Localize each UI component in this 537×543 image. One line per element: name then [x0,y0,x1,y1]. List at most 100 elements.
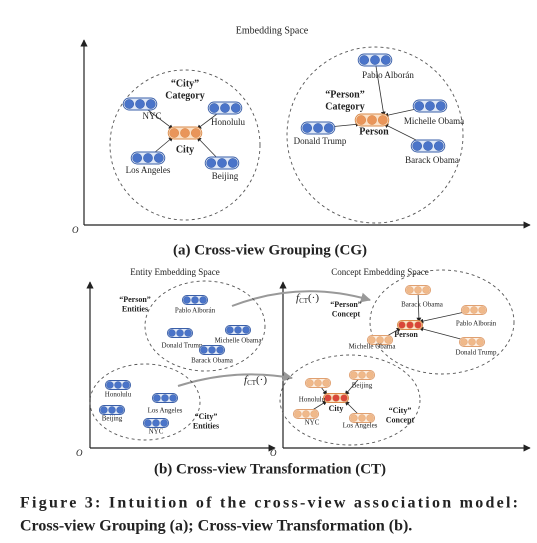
group-label: “Person” [119,295,151,304]
group-boundary [144,280,266,372]
panel-caption: (b) Cross-view Transformation (CT) [154,461,386,477]
group-boundary [279,354,421,446]
icon-dot [153,153,164,163]
embedding-icon [366,335,394,345]
icon-dot [406,286,414,294]
icon-dot [132,153,143,163]
embedding-icon [348,413,376,423]
icon-dot [227,158,238,168]
icon-dot [478,306,486,314]
icon-dot [425,101,435,111]
embedding-icon [412,99,448,113]
transform-arrow [231,290,371,307]
group-label: “City” [195,412,218,421]
center-label: Person [394,330,418,339]
icon-dot [470,306,478,314]
group-label: Concept [332,309,361,318]
function-name: f [244,374,249,386]
icon-dot [414,286,422,294]
group-label: Concept [386,415,415,424]
embedding-icon [322,393,350,403]
entity-label: NYC [142,111,161,121]
icon-dot [294,410,302,418]
icon-dot [377,115,388,125]
icon-dot [184,329,192,337]
icon-dot [114,381,122,389]
icon-dot [206,158,217,168]
center-label: City [329,404,344,413]
icon-dot [358,371,366,379]
icon-dot [161,394,169,402]
icon-dot [143,153,153,163]
center-label: City [176,144,194,155]
icon-dot [414,101,425,111]
entity-label: Pablo Alborán [175,307,216,315]
icon-dot [216,346,224,354]
embedding-icon [357,53,393,67]
entity-label: Beijing [102,415,123,423]
icon-dot [152,419,160,427]
figure-caption: Cross-view Grouping (a); Cross-view Tran… [20,518,412,535]
entity-label: Los Angeles [148,407,183,415]
embedding-icon [458,337,486,347]
icon-dot [368,336,376,344]
group-label: Entities [122,304,148,313]
embedding-icon [404,285,432,295]
embedding-icon [181,295,209,305]
icon-dot [314,379,322,387]
embedding-icon [224,325,252,335]
icon-dot [358,414,366,422]
figure-caption: Figure 3: Intuition of the cross-view as… [20,495,518,512]
icon-dot [234,326,242,334]
embedding-icon [130,151,166,165]
entity-label: Michelle Obama [404,116,464,126]
group-label: “Person” [330,300,362,309]
icon-dot [199,296,207,304]
icon-dot [124,99,135,109]
icon-dot [468,338,476,346]
icon-dot [476,338,484,346]
function-name: f [296,292,301,304]
icon-dot [313,123,323,133]
entity-label: Michelle Obama [215,337,263,345]
icon-dot [242,326,250,334]
icon-dot [462,306,470,314]
center-label: Person [359,126,389,137]
entity-label: Beijing [352,382,373,390]
group-boundary [89,363,201,441]
icon-dot [145,99,156,109]
entity-label: Barack Obama [401,301,444,309]
icon-dot [366,371,374,379]
group-label: Category [325,101,364,112]
entity-label: Honolulu [211,117,246,127]
embedding-icon [348,370,376,380]
transform-label: fCT(·) [296,292,319,305]
icon-dot [191,296,199,304]
icon-dot [370,55,380,65]
embedding-icon [460,305,488,315]
embedding-icon [98,405,126,415]
icon-dot [414,321,422,329]
icon-dot [302,123,313,133]
icon-dot [153,394,161,402]
icon-dot [135,99,145,109]
icon-dot [183,296,191,304]
origin-label: O [72,225,79,235]
icon-dot [108,406,116,414]
panel-title: Embedding Space [236,25,309,36]
icon-dot [302,410,310,418]
entity-label: Honolulu [299,396,326,404]
icon-dot [332,394,340,402]
entity-label: Los Angeles [126,165,171,175]
group-boundary [109,69,261,221]
icon-dot [144,419,152,427]
origin-label: O [270,448,277,458]
embedding-icon [396,320,424,330]
entity-label: Michelle Obama [349,343,397,351]
icon-dot [190,128,201,138]
entity-label: Barack Obama [191,357,234,365]
icon-dot [433,141,444,151]
icon-dot [106,381,114,389]
embedding-icon [167,126,203,140]
group-boundary [369,269,515,375]
